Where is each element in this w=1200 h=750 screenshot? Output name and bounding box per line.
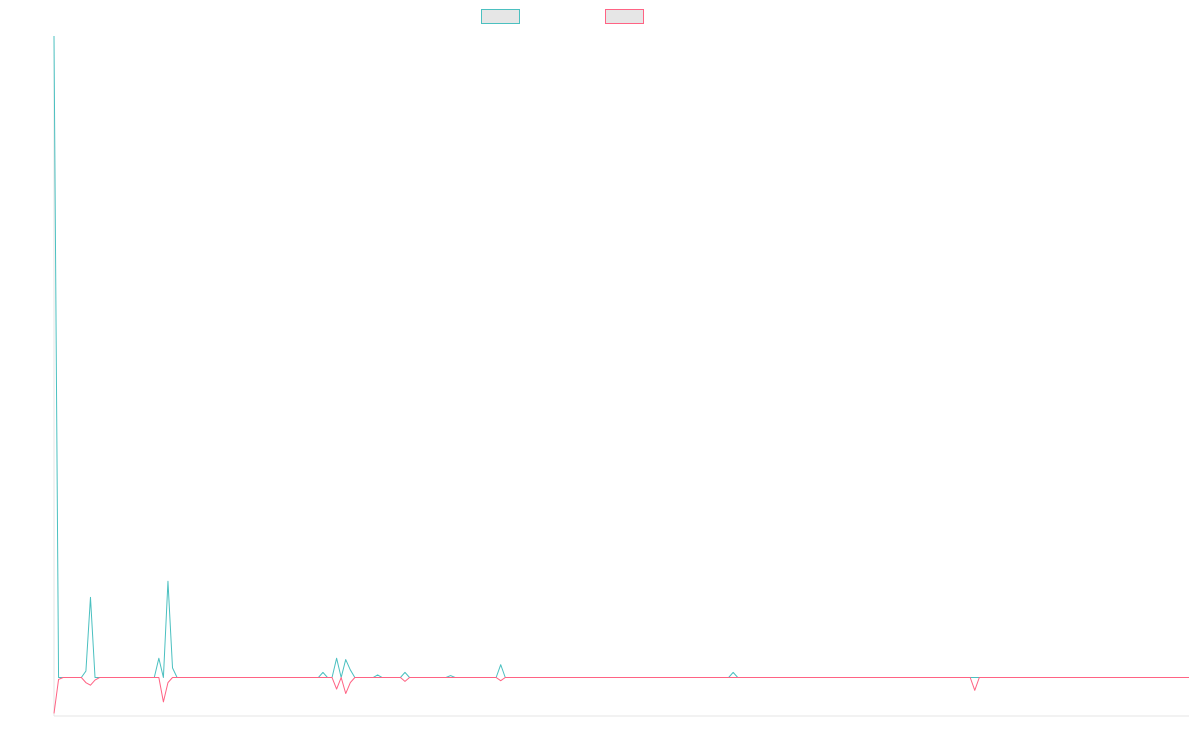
- series-layer: [53, 35, 1189, 714]
- series-line-2[interactable]: [53, 677, 1189, 714]
- legend-swatch-series-1[interactable]: [481, 9, 520, 24]
- legend: [0, 9, 1200, 27]
- legend-swatch-series-2[interactable]: [605, 9, 644, 24]
- series-line-1[interactable]: [53, 35, 1189, 679]
